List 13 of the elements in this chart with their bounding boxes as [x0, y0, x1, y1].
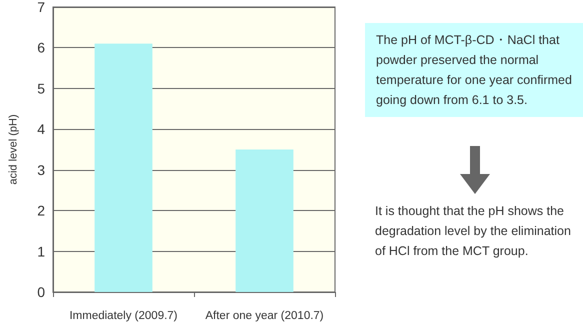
y-axis-title: acid level (pH)	[8, 114, 20, 185]
text: It is thought that the pH shows the degradation level by the elimination of HCl from the MCT group.	[375, 203, 572, 260]
y-tick-label: 7	[37, 0, 46, 15]
y-tick-label: 6	[37, 40, 46, 56]
text: The pH of MCT-β-CD・NaCl that powder preserved the normal temperature for one year confirmed going down from 6.1 to 3.5.	[365, 23, 583, 117]
x-tick-label: After one year (2010.7)	[205, 310, 324, 322]
x-tick-label: Immediately (2009.7)	[69, 310, 178, 322]
y-tick-label: 2	[37, 202, 46, 219]
y-tick-label: 0	[37, 284, 46, 300]
y-tick-label: 4	[37, 121, 46, 138]
y-tick-label: 3	[37, 162, 46, 178]
y-tick-label: 5	[37, 80, 46, 96]
y-tick-label: 1	[37, 243, 46, 260]
